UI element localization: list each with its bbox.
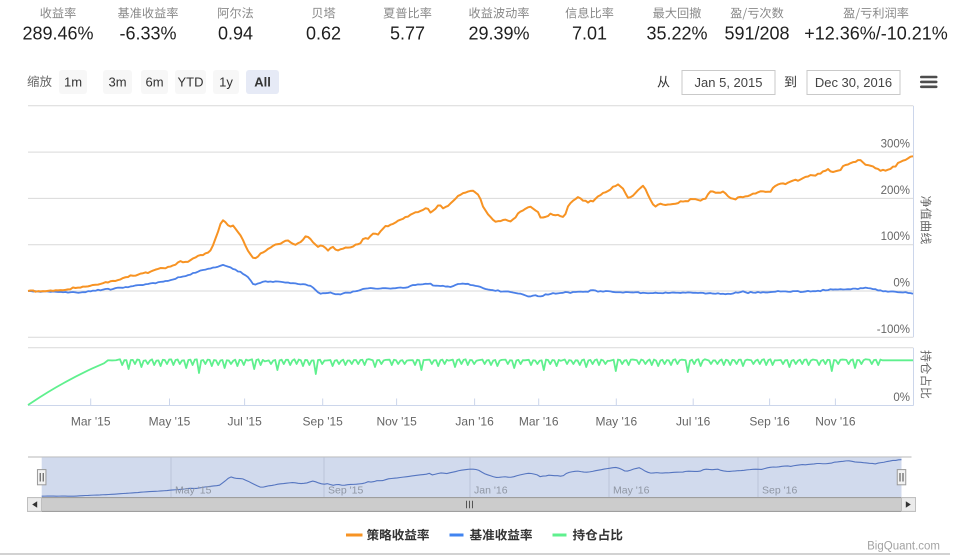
svg-text:YTD: YTD [178, 75, 204, 90]
svg-text:200%: 200% [881, 185, 910, 197]
svg-text:1y: 1y [219, 75, 233, 90]
svg-text:3m: 3m [108, 75, 126, 90]
svg-text:35.22%: 35.22% [646, 24, 707, 44]
svg-text:Jan 5, 2015: Jan 5, 2015 [695, 75, 763, 90]
svg-text:0.94: 0.94 [218, 24, 253, 44]
svg-text:Nov '15: Nov '15 [376, 415, 417, 429]
svg-text:Jan '16: Jan '16 [455, 415, 494, 429]
svg-text:7.01: 7.01 [572, 24, 607, 44]
svg-text:May '15: May '15 [149, 415, 191, 429]
svg-text:BigQuant.com: BigQuant.com [867, 541, 940, 553]
svg-text:May '16: May '16 [613, 485, 650, 497]
svg-text:5.77: 5.77 [390, 24, 425, 44]
svg-text:100%: 100% [881, 231, 910, 243]
svg-text:Sep '16: Sep '16 [762, 485, 797, 497]
svg-text:Sep '15: Sep '15 [303, 415, 344, 429]
svg-text:591/208: 591/208 [724, 24, 789, 44]
svg-text:Mar '15: Mar '15 [71, 415, 111, 429]
svg-text:All: All [254, 75, 271, 90]
svg-text:Jan '16: Jan '16 [474, 485, 508, 497]
svg-text:Jul '15: Jul '15 [227, 415, 262, 429]
svg-text:289.46%: 289.46% [22, 24, 93, 44]
svg-text:300%: 300% [881, 139, 910, 151]
svg-text:May '16: May '16 [595, 415, 637, 429]
svg-text:+12.36%/-10.21%: +12.36%/-10.21% [804, 24, 948, 44]
svg-text:6m: 6m [145, 75, 163, 90]
svg-text:Dec 30, 2016: Dec 30, 2016 [815, 75, 892, 90]
svg-text:0.62: 0.62 [306, 24, 341, 44]
svg-text:29.39%: 29.39% [468, 24, 529, 44]
svg-text:Nov '16: Nov '16 [815, 415, 856, 429]
svg-text:Jul '16: Jul '16 [676, 415, 711, 429]
svg-text:1m: 1m [64, 75, 82, 90]
svg-text:0%: 0% [893, 278, 910, 290]
svg-text:Sep '16: Sep '16 [749, 415, 790, 429]
svg-text:Mar '16: Mar '16 [519, 415, 559, 429]
svg-text:Sep '15: Sep '15 [328, 485, 363, 497]
svg-text:0%: 0% [893, 392, 910, 404]
svg-text:May '15: May '15 [175, 485, 212, 497]
svg-text:-100%: -100% [877, 324, 910, 336]
svg-text:-6.33%: -6.33% [119, 24, 176, 44]
